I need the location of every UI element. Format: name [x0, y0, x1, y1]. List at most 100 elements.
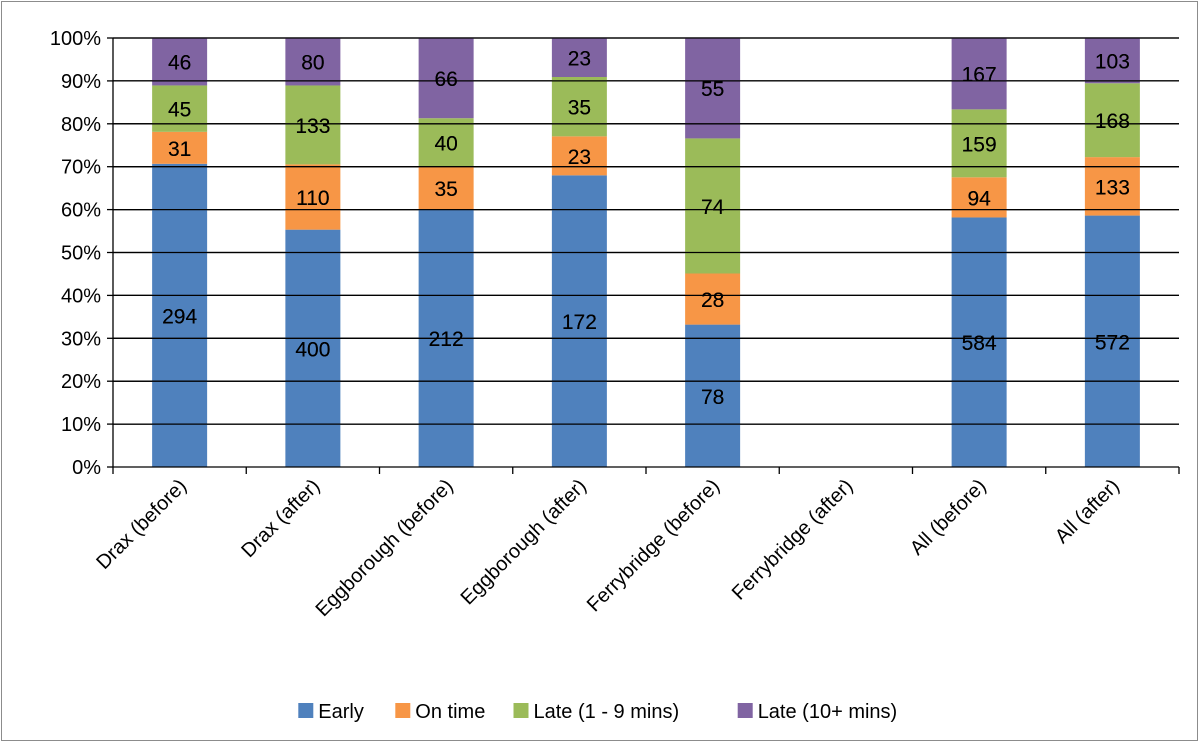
- data-label: 103: [1095, 51, 1130, 74]
- bar-segment: [685, 273, 741, 325]
- bar-segment: [951, 38, 1007, 110]
- bar-segment: [551, 38, 607, 77]
- legend-label: Early: [318, 701, 364, 723]
- bar-segment: [418, 118, 474, 167]
- bar-segment: [1084, 83, 1140, 158]
- data-label: 23: [568, 146, 591, 169]
- data-label: 584: [962, 332, 997, 355]
- y-tick-label: 50%: [61, 243, 101, 265]
- category-label: Eggborough (before): [312, 475, 458, 621]
- bar-segment: [1084, 215, 1140, 467]
- bar-segment: [285, 38, 341, 86]
- data-label: 133: [295, 115, 330, 138]
- category-label: Eggborough (after): [457, 475, 591, 609]
- bar-segment: [951, 217, 1007, 467]
- data-label: 23: [568, 48, 591, 71]
- category-label: All (after): [1051, 475, 1124, 548]
- data-label: 31: [168, 138, 191, 161]
- data-label: 74: [701, 196, 725, 219]
- data-label: 78: [701, 386, 724, 409]
- data-label: 94: [967, 187, 991, 210]
- category-label: Ferrybridge (before): [583, 475, 724, 616]
- bar-segment: [951, 177, 1007, 218]
- bar-segment: [418, 38, 474, 119]
- data-label: 94: [967, 187, 991, 210]
- bar-segment: [551, 136, 607, 176]
- data-label: 572: [1095, 331, 1130, 354]
- data-label: 35: [434, 178, 457, 201]
- y-tick-label: 20%: [61, 371, 101, 393]
- data-label: 45: [168, 99, 191, 122]
- y-tick-label: 40%: [61, 285, 101, 307]
- data-label: 168: [1095, 110, 1130, 133]
- bar-segment: [551, 175, 607, 467]
- data-label: 78: [701, 386, 724, 409]
- data-label: 400: [295, 338, 330, 361]
- data-label: 74: [701, 196, 725, 219]
- y-tick-label: 100%: [50, 28, 101, 50]
- data-label: 66: [434, 68, 457, 91]
- data-label: 23: [568, 146, 591, 169]
- data-label: 212: [429, 328, 464, 351]
- bar-segment: [685, 324, 741, 467]
- legend-swatch: [737, 703, 753, 718]
- data-label: 35: [568, 97, 591, 120]
- bar-segment: [285, 85, 341, 165]
- legend-label: On time: [415, 701, 485, 723]
- data-label: 35: [568, 97, 591, 120]
- data-label: 133: [295, 115, 330, 138]
- data-label: 159: [962, 133, 997, 156]
- bar-segment: [418, 166, 474, 210]
- data-label: 159: [962, 133, 997, 156]
- bar-segment: [285, 164, 341, 230]
- legend-swatch: [513, 703, 529, 718]
- data-label: 40: [434, 133, 457, 156]
- y-tick-label: 90%: [61, 71, 101, 93]
- y-tick-label: 10%: [61, 414, 101, 436]
- data-label: 80: [301, 52, 324, 75]
- data-label: 23: [568, 48, 591, 71]
- data-label: 133: [1095, 176, 1130, 199]
- legend-swatch: [395, 703, 411, 718]
- bar-segment: [551, 77, 607, 137]
- y-tick-label: 30%: [61, 328, 101, 350]
- bar-segment: [1084, 38, 1140, 84]
- y-tick-label: 70%: [61, 157, 101, 179]
- category-label: Drax (before): [92, 475, 191, 574]
- data-label: 66: [434, 68, 457, 91]
- data-label: 46: [168, 52, 191, 75]
- data-label: 46: [168, 52, 191, 75]
- category-label: All (before): [906, 475, 991, 560]
- data-label: 168: [1095, 110, 1130, 133]
- data-label: 167: [962, 64, 997, 87]
- data-label: 110: [296, 187, 329, 210]
- bar-segment: [152, 163, 208, 467]
- data-label: 28: [701, 289, 724, 312]
- bar-segment: [951, 109, 1007, 178]
- y-tick-label: 0%: [72, 457, 101, 479]
- data-label: 35: [434, 178, 457, 201]
- data-label: 103: [1095, 51, 1130, 74]
- data-label: 45: [168, 99, 191, 122]
- legend-swatch: [298, 703, 314, 718]
- category-label: Drax (after): [237, 475, 324, 562]
- bar-segment: [152, 131, 208, 164]
- legend-label: Late (10+ mins): [758, 701, 898, 723]
- data-label: 55: [701, 78, 724, 101]
- data-label: 294: [162, 305, 197, 328]
- y-tick-label: 60%: [61, 200, 101, 222]
- data-label: 212: [429, 328, 464, 351]
- data-label: 172: [562, 311, 597, 334]
- legend-label: Late (1 - 9 mins): [534, 701, 680, 723]
- bar-segment: [152, 38, 208, 86]
- y-tick-label: 80%: [61, 114, 101, 136]
- data-label: 294: [162, 305, 197, 328]
- data-label: 133: [1095, 176, 1130, 199]
- data-label: 55: [701, 78, 724, 101]
- data-label: 110: [296, 187, 329, 210]
- data-label: 40: [434, 133, 457, 156]
- bar-segment: [685, 138, 741, 274]
- data-label: 400: [295, 338, 330, 361]
- category-label: Ferrybridge (after): [728, 475, 858, 605]
